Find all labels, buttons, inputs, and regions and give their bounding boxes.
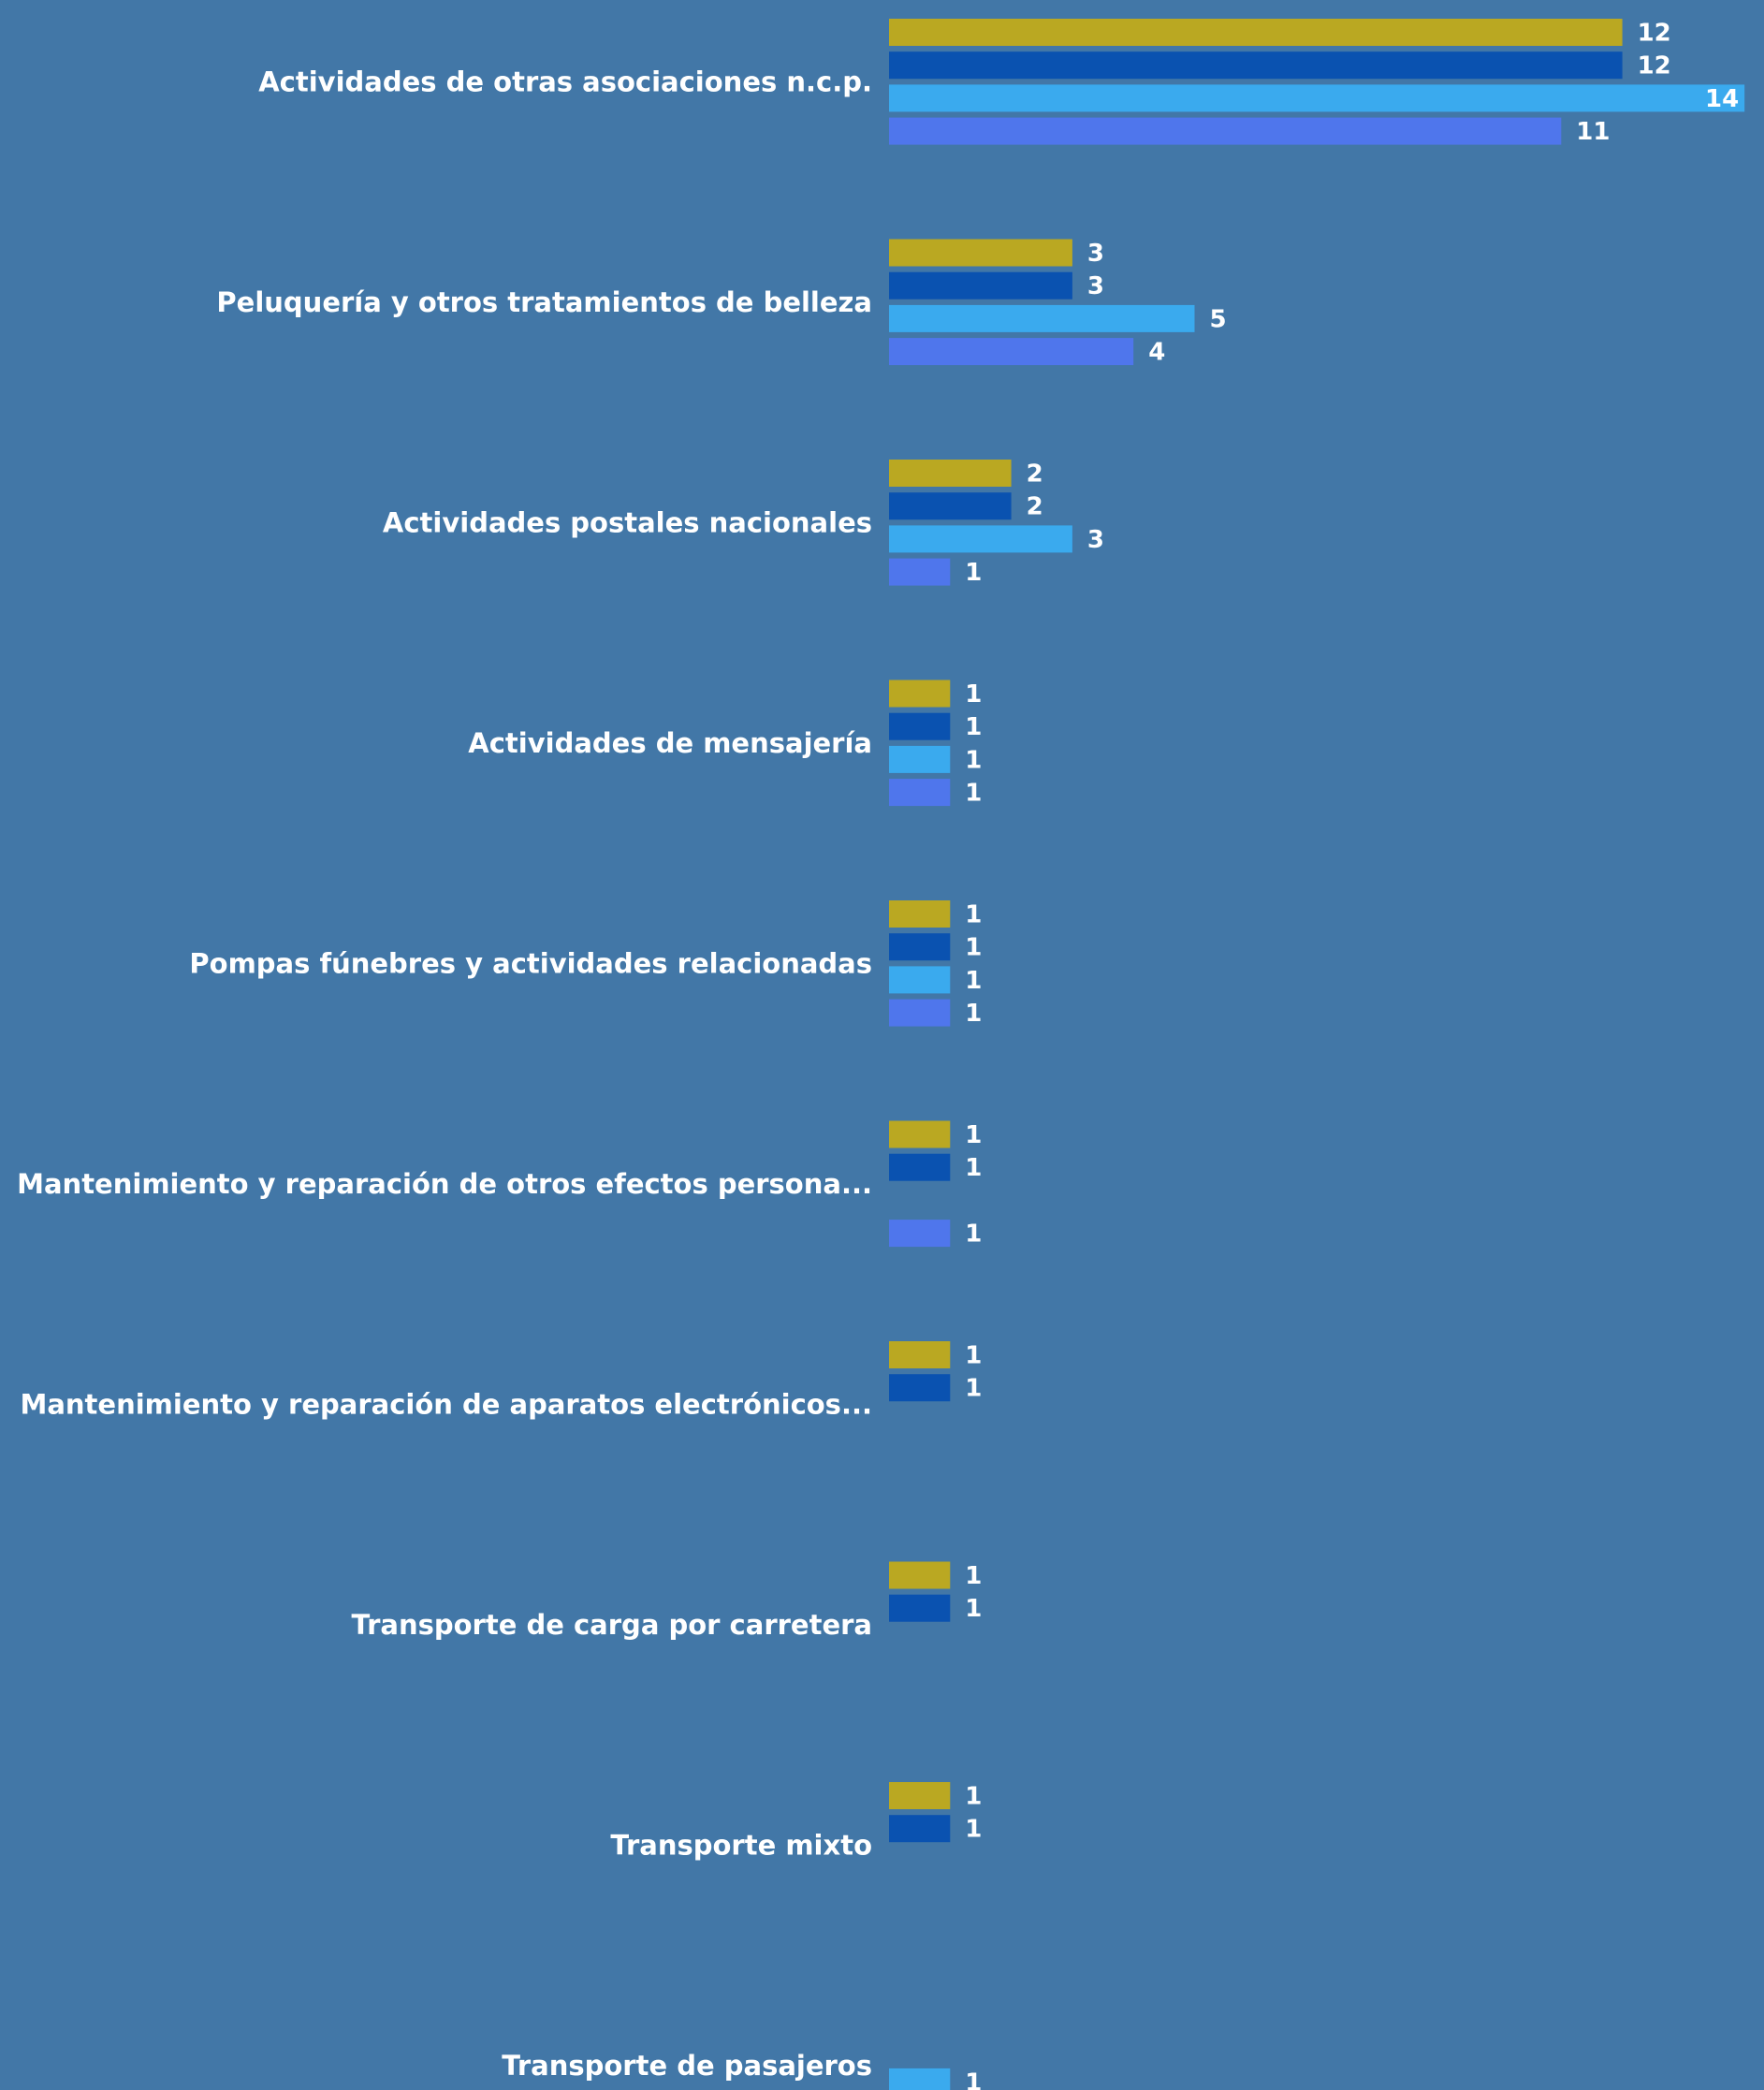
bar [889, 460, 1012, 487]
value-label: 3 [1087, 272, 1104, 300]
value-label: 1 [965, 1000, 982, 1028]
bar [889, 999, 951, 1027]
value-label: 1 [965, 780, 982, 808]
bar [889, 745, 951, 773]
category-label: Mantenimiento y reparación de otros efec… [17, 1168, 872, 1200]
bar [889, 1815, 951, 1843]
value-label: 3 [1087, 526, 1104, 554]
value-label: 1 [965, 1121, 982, 1149]
bar [889, 712, 951, 740]
bar [889, 1782, 951, 1809]
value-label: 1 [965, 1783, 982, 1811]
value-label: 1 [965, 934, 982, 962]
bar [889, 271, 1072, 300]
category-label: Actividades de otras asociaciones n.c.p. [258, 66, 872, 97]
bar [889, 84, 1745, 112]
value-label: 1 [965, 1816, 982, 1844]
bar [889, 2068, 951, 2090]
value-label: 12 [1638, 52, 1671, 80]
bar [889, 1220, 951, 1248]
bar [889, 492, 1012, 520]
value-label: 2 [1027, 493, 1043, 521]
bar [889, 1341, 951, 1368]
bar [889, 680, 951, 708]
bar [889, 900, 951, 928]
value-label: 1 [965, 1342, 982, 1370]
value-label: 1 [965, 967, 982, 995]
bar [889, 117, 1562, 145]
bar [889, 525, 1072, 553]
value-label: 1 [965, 680, 982, 709]
category-label: Peluquería y otros tratamientos de belle… [216, 286, 872, 318]
value-label: 5 [1210, 305, 1227, 333]
value-label: 14 [1705, 85, 1739, 113]
bar [889, 19, 1623, 46]
bar [889, 779, 951, 807]
category-label: Actividades postales nacionales [383, 506, 872, 538]
value-label: 2 [1027, 460, 1043, 489]
bar [889, 1120, 951, 1148]
value-label: 1 [965, 713, 982, 741]
bar [889, 1153, 951, 1181]
bar [889, 933, 951, 961]
value-label: 1 [965, 559, 982, 587]
bar [889, 1561, 951, 1589]
value-label: 1 [965, 746, 982, 774]
value-label: 1 [965, 1562, 982, 1590]
category-label: Transporte de pasajeros [502, 2050, 872, 2082]
bar [889, 304, 1195, 332]
bar [889, 558, 951, 586]
value-label: 11 [1576, 118, 1610, 146]
bar [889, 1374, 951, 1402]
value-label: 1 [965, 1154, 982, 1182]
bar [889, 51, 1623, 80]
bar [889, 966, 951, 994]
value-label: 4 [1148, 339, 1165, 367]
bar [889, 1594, 951, 1622]
value-label: 1 [965, 1220, 982, 1249]
value-label: 12 [1638, 20, 1671, 48]
category-label: Transporte de carga por carretera [351, 1609, 872, 1641]
category-label: Mantenimiento y reparación de aparatos e… [20, 1388, 872, 1420]
value-label: 1 [965, 2068, 982, 2090]
bar [889, 239, 1072, 267]
value-label: 3 [1087, 240, 1104, 268]
category-label: Actividades de mensajería [468, 727, 872, 759]
value-label: 1 [965, 901, 982, 929]
category-label: Pompas fúnebres y actividades relacionad… [189, 947, 872, 979]
value-label: 1 [965, 1375, 982, 1403]
category-label: Transporte mixto [610, 1829, 872, 1861]
bar [889, 338, 1134, 366]
value-label: 1 [965, 1595, 982, 1623]
